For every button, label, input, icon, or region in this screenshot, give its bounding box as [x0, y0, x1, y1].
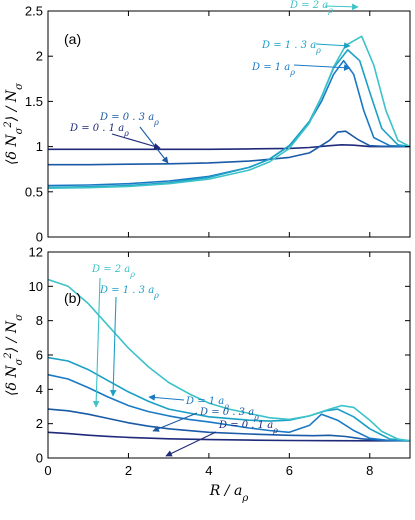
annotation-label: D = 1 aρ — [185, 396, 229, 411]
series-line-d-1 — [47, 373, 411, 442]
annotation-arrow — [324, 3, 359, 11]
annotation-label: D = 0 . 3 aρ — [99, 112, 159, 127]
y-axis-label: ⟨δ Nσ2⟩ / Nσ — [3, 82, 25, 165]
y-axis-label: ⟨δ Nσ2⟩ / Nσ — [3, 313, 25, 396]
y-tick-label: 2 — [36, 416, 43, 431]
annotation-label: D = 1 . 3 aρ — [261, 40, 321, 55]
series-line-d-2 — [47, 35, 411, 189]
y-tick-label: 1 — [36, 139, 43, 154]
x-tick-label: 0 — [44, 463, 51, 478]
x-tick-label: 8 — [366, 463, 373, 478]
annotation-label: D = 0 . 1 aρ — [69, 123, 129, 138]
series-line-d-0-3 — [48, 130, 410, 166]
y-tick-label: 4 — [36, 382, 43, 397]
y-tick-label: 1.5 — [25, 94, 43, 109]
annotation-arrow — [139, 126, 169, 164]
x-tick-label: 4 — [205, 463, 212, 478]
x-tick-label: 6 — [286, 463, 293, 478]
y-tick-label: 0 — [36, 230, 43, 245]
annotation-arrow — [92, 277, 101, 408]
annotation-arrow — [293, 64, 351, 71]
annotation-arrow — [148, 394, 185, 401]
annotation-label: D = 2 aρ — [91, 264, 135, 279]
panel-b: 0 2 4 6 8 0 2 4 6 8 10 12 (b) ⟨δ Nσ2⟩ / Nσ R / aρ D = 2… — [3, 245, 411, 504]
y-tick-label: 6 — [36, 348, 43, 363]
series-line-d-0-1 — [47, 431, 410, 442]
y-tick-label: 12 — [29, 245, 43, 260]
series-line-d-1-3 — [47, 356, 411, 442]
y-tick-label: 0.5 — [25, 184, 43, 199]
annotation-label: D = 1 aρ — [251, 62, 295, 77]
y-tick-label: 0 — [36, 451, 43, 466]
panel-label: (b) — [64, 290, 81, 306]
panel-label: (a) — [64, 31, 81, 47]
y-tick-label: 10 — [29, 279, 43, 294]
annotation-label: D = 0 . 1 aρ — [218, 420, 278, 435]
annotation-label: D = 0 . 3 aρ — [199, 407, 259, 422]
axes-frame — [47, 10, 411, 238]
series-line-d-0-1 — [48, 144, 410, 151]
y-tick-label: 2.5 — [25, 4, 43, 19]
annotation-arrow — [315, 42, 351, 49]
annotation-arrow — [111, 133, 161, 150]
x-axis-label: R / aρ — [209, 483, 249, 504]
y-tick-label: 2 — [36, 49, 43, 64]
y-tick-label: 8 — [36, 313, 43, 328]
panel-a: 0 0.5 1 1.5 2 2.5 (a) ⟨δ Nσ2⟩ / Nσ D = 2 aρ D = 1… — [3, 0, 411, 245]
annotation-arrow — [109, 296, 117, 397]
series-line-d-0-3 — [47, 408, 411, 442]
annotation-label: D = 2 aρ — [289, 0, 333, 15]
annotation-label: D = 1 . 3 aρ — [99, 285, 159, 300]
annotation-arrow — [152, 412, 198, 432]
x-tick-label: 2 — [125, 463, 132, 478]
annotation-arrow — [165, 431, 217, 457]
